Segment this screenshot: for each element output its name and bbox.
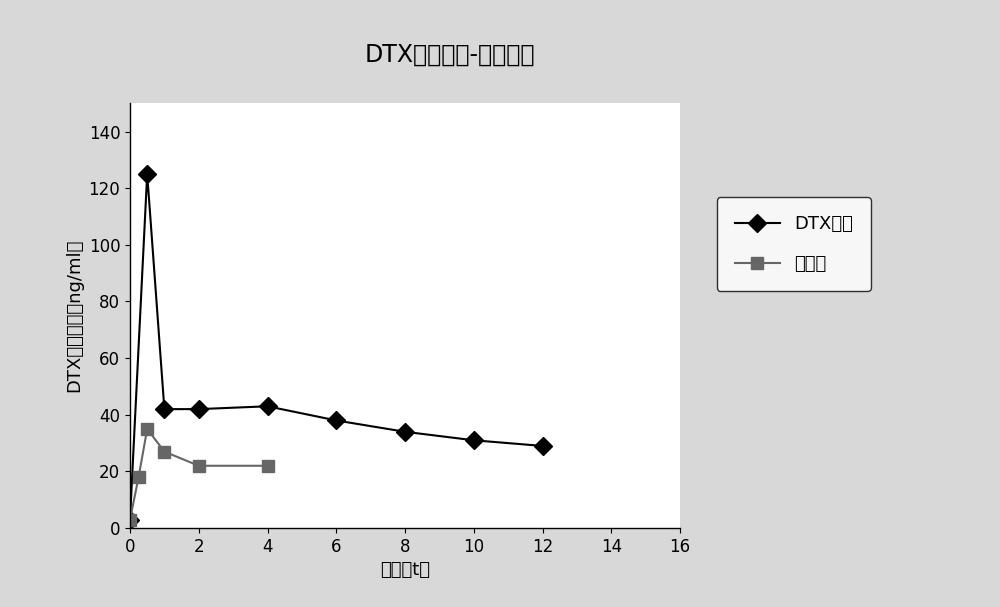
泰素帝 <box>133 473 145 481</box>
泰素帝 <box>158 448 170 455</box>
泰素帝 <box>262 462 274 469</box>
DTX胶束 <box>536 443 548 450</box>
泰素帝 <box>141 426 153 433</box>
X-axis label: 时间（t）: 时间（t） <box>380 561 430 579</box>
Legend: DTX胶束, 泰素帝: DTX胶束, 泰素帝 <box>717 197 871 291</box>
DTX胶束 <box>468 436 480 444</box>
泰素帝 <box>124 516 136 523</box>
Line: 泰素帝: 泰素帝 <box>124 422 274 526</box>
Y-axis label: DTX血药浓度（ng/ml）: DTX血药浓度（ng/ml） <box>65 239 83 392</box>
DTX胶束 <box>158 405 170 413</box>
DTX胶束 <box>399 428 411 435</box>
Line: DTX胶束: DTX胶束 <box>124 168 549 526</box>
Text: DTX血药浓度-时间曲线: DTX血药浓度-时间曲线 <box>365 42 535 67</box>
DTX胶束 <box>124 516 136 523</box>
泰素帝 <box>193 462 205 469</box>
DTX胶束 <box>262 402 274 410</box>
DTX胶束 <box>193 405 205 413</box>
DTX胶束 <box>330 417 342 424</box>
DTX胶束 <box>141 171 153 178</box>
